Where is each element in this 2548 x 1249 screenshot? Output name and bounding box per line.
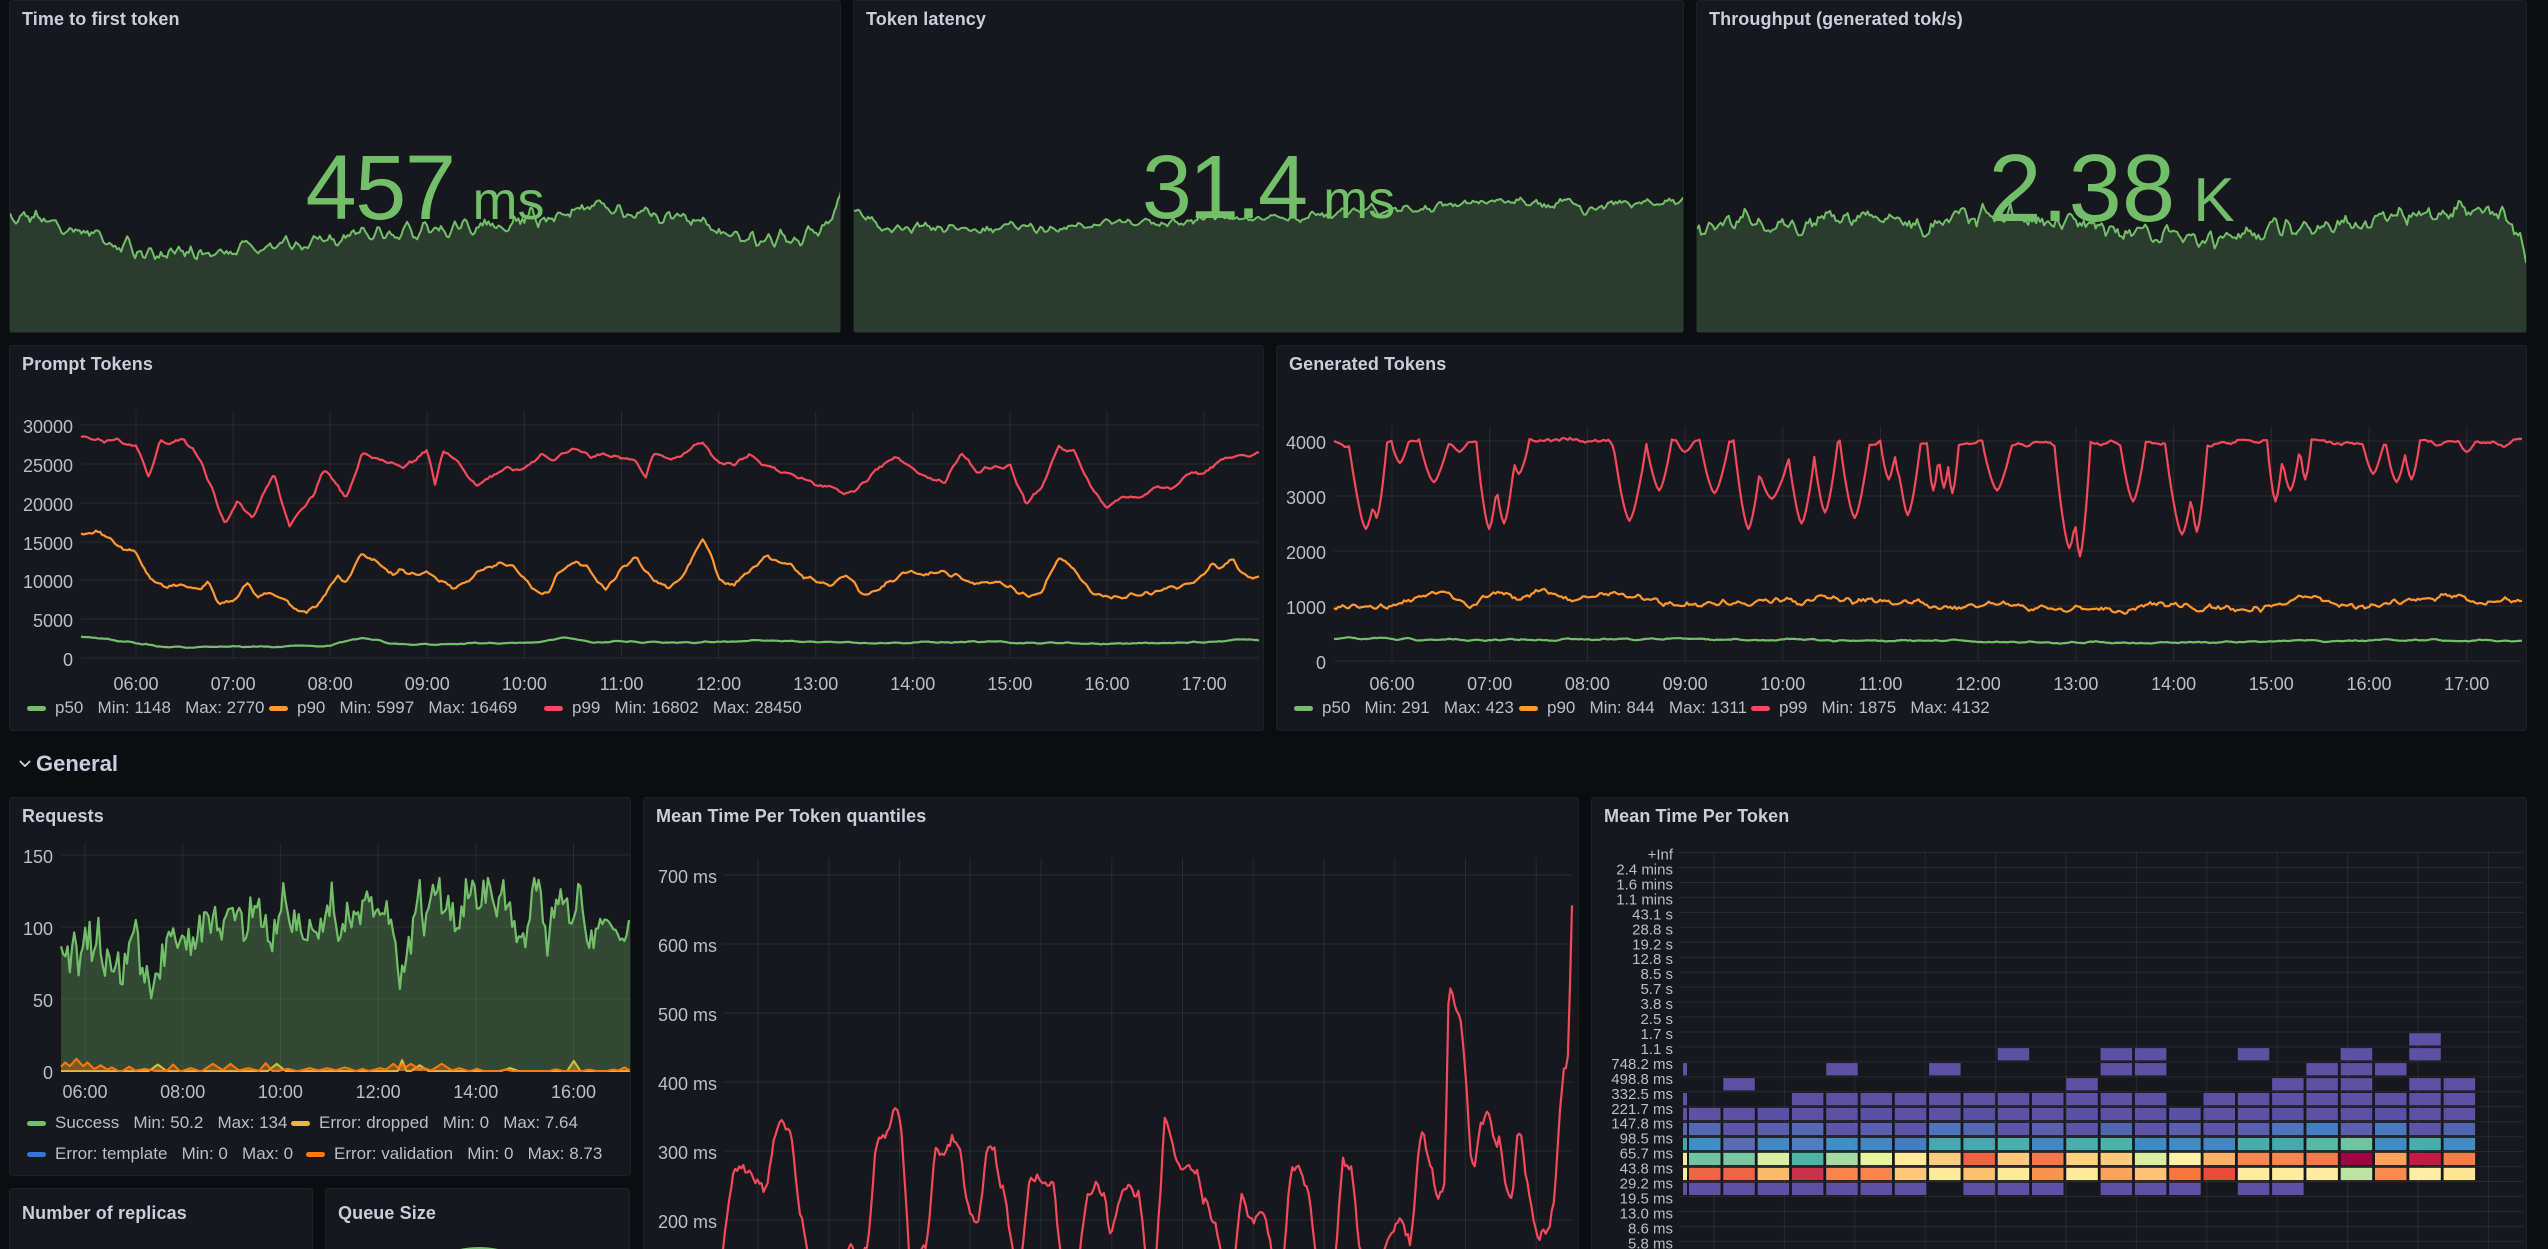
svg-text:10:00: 10:00 xyxy=(258,1082,303,1102)
svg-text:07:00: 07:00 xyxy=(1467,674,1512,694)
svg-text:2000: 2000 xyxy=(1286,543,1326,563)
svg-text:13.0 ms: 13.0 ms xyxy=(1620,1205,1673,1222)
svg-text:15:00: 15:00 xyxy=(2249,674,2294,694)
svg-text:332.5 ms: 332.5 ms xyxy=(1611,1086,1673,1103)
svg-text:3000: 3000 xyxy=(1286,488,1326,508)
svg-text:1.7 s: 1.7 s xyxy=(1640,1026,1673,1043)
svg-text:221.7 ms: 221.7 ms xyxy=(1611,1101,1673,1118)
svg-text:19.5 ms: 19.5 ms xyxy=(1620,1190,1673,1207)
svg-text:25000: 25000 xyxy=(23,456,73,476)
svg-text:5000: 5000 xyxy=(33,611,73,631)
svg-text:1.1 s: 1.1 s xyxy=(1640,1041,1673,1058)
svg-text:98.5 ms: 98.5 ms xyxy=(1620,1131,1673,1148)
svg-text:28.8 s: 28.8 s xyxy=(1632,921,1673,938)
svg-text:10:00: 10:00 xyxy=(1760,674,1805,694)
svg-text:10000: 10000 xyxy=(23,572,73,592)
svg-text:15:00: 15:00 xyxy=(987,674,1032,694)
svg-text:0: 0 xyxy=(43,1063,53,1083)
svg-text:1.1 mins: 1.1 mins xyxy=(1616,891,1673,908)
svg-text:14:00: 14:00 xyxy=(2151,674,2196,694)
svg-text:29.2 ms: 29.2 ms xyxy=(1620,1176,1673,1193)
svg-text:700 ms: 700 ms xyxy=(658,867,717,887)
svg-text:4000: 4000 xyxy=(1286,433,1326,453)
svg-text:50: 50 xyxy=(33,991,53,1011)
svg-text:600 ms: 600 ms xyxy=(658,936,717,956)
svg-text:500 ms: 500 ms xyxy=(658,1005,717,1025)
svg-text:08:00: 08:00 xyxy=(160,1082,205,1102)
svg-text:06:00: 06:00 xyxy=(113,674,158,694)
svg-text:400 ms: 400 ms xyxy=(658,1074,717,1094)
svg-text:13:00: 13:00 xyxy=(2053,674,2098,694)
svg-text:0: 0 xyxy=(1316,653,1326,673)
svg-text:498.8 ms: 498.8 ms xyxy=(1611,1071,1673,1088)
svg-text:19.2 s: 19.2 s xyxy=(1632,936,1673,953)
svg-text:15000: 15000 xyxy=(23,534,73,554)
svg-text:10:00: 10:00 xyxy=(502,674,547,694)
svg-text:748.2 ms: 748.2 ms xyxy=(1611,1056,1673,1073)
svg-text:06:00: 06:00 xyxy=(62,1082,107,1102)
svg-text:5.7 s: 5.7 s xyxy=(1640,981,1673,998)
svg-text:100: 100 xyxy=(23,919,53,939)
svg-text:1000: 1000 xyxy=(1286,598,1326,618)
svg-text:3.8 s: 3.8 s xyxy=(1640,996,1673,1013)
svg-text:+Inf: +Inf xyxy=(1648,847,1674,864)
svg-text:16:00: 16:00 xyxy=(2346,674,2391,694)
svg-text:5.8 ms: 5.8 ms xyxy=(1628,1235,1673,1249)
svg-text:17:00: 17:00 xyxy=(2444,674,2489,694)
svg-text:09:00: 09:00 xyxy=(405,674,450,694)
svg-text:30000: 30000 xyxy=(23,417,73,437)
svg-text:20000: 20000 xyxy=(23,495,73,515)
svg-text:06:00: 06:00 xyxy=(1369,674,1414,694)
svg-text:300 ms: 300 ms xyxy=(658,1143,717,1163)
svg-text:12:00: 12:00 xyxy=(356,1082,401,1102)
svg-text:12.8 s: 12.8 s xyxy=(1632,951,1673,968)
svg-text:1.6 mins: 1.6 mins xyxy=(1616,877,1673,894)
svg-text:8.6 ms: 8.6 ms xyxy=(1628,1220,1673,1237)
svg-text:16:00: 16:00 xyxy=(551,1082,596,1102)
svg-text:14:00: 14:00 xyxy=(453,1082,498,1102)
svg-text:11:00: 11:00 xyxy=(1859,674,1903,694)
svg-text:13:00: 13:00 xyxy=(793,674,838,694)
svg-text:8.5 s: 8.5 s xyxy=(1640,966,1673,983)
svg-text:14:00: 14:00 xyxy=(890,674,935,694)
svg-text:17:00: 17:00 xyxy=(1182,674,1227,694)
svg-text:43.1 s: 43.1 s xyxy=(1632,906,1673,923)
svg-text:2.4 mins: 2.4 mins xyxy=(1616,862,1673,879)
svg-text:150: 150 xyxy=(23,847,53,867)
svg-text:147.8 ms: 147.8 ms xyxy=(1611,1116,1673,1133)
svg-text:16:00: 16:00 xyxy=(1084,674,1129,694)
svg-text:08:00: 08:00 xyxy=(1565,674,1610,694)
svg-text:11:00: 11:00 xyxy=(600,674,644,694)
svg-text:12:00: 12:00 xyxy=(1956,674,2001,694)
svg-text:09:00: 09:00 xyxy=(1663,674,1708,694)
svg-text:07:00: 07:00 xyxy=(211,674,256,694)
svg-text:65.7 ms: 65.7 ms xyxy=(1620,1146,1673,1163)
svg-text:43.8 ms: 43.8 ms xyxy=(1620,1161,1673,1178)
svg-text:08:00: 08:00 xyxy=(308,674,353,694)
svg-text:200 ms: 200 ms xyxy=(658,1212,717,1232)
svg-text:12:00: 12:00 xyxy=(696,674,741,694)
svg-text:0: 0 xyxy=(63,650,73,670)
svg-text:2.5 s: 2.5 s xyxy=(1640,1011,1673,1028)
